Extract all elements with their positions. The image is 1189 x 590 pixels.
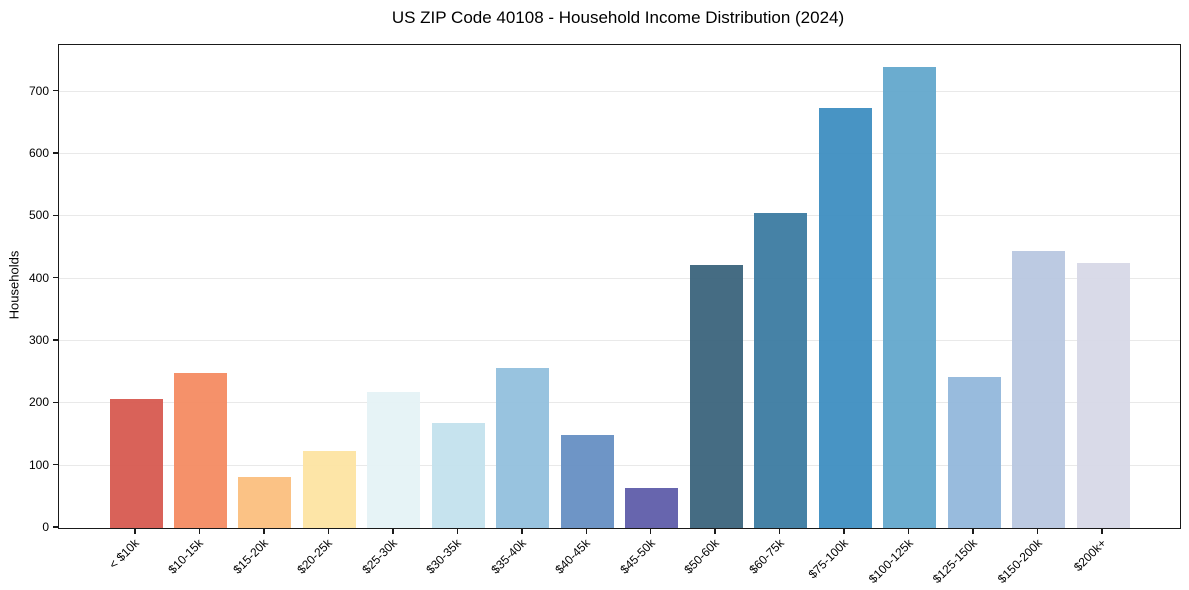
bar-$75-100k: [818, 107, 872, 528]
bar-$50-60k: [689, 265, 743, 528]
x-tick-mark-$200k+: [1101, 528, 1103, 534]
x-tick-mark-$45-50k: [649, 528, 652, 534]
bar-$200k+: [1076, 263, 1130, 528]
y-tick-mark-300: [53, 339, 58, 341]
x-tick-mark-$50-60k: [714, 528, 716, 534]
plot-area: [58, 44, 1181, 529]
y-tick-label-0: 0: [42, 520, 49, 534]
x-tick-mark-< $10k: [134, 528, 136, 534]
bar-$45-50k: [625, 488, 679, 528]
bar-$150-200k: [1012, 250, 1066, 528]
y-tick-mark-200: [53, 401, 58, 404]
x-tick-mark-$100-125k: [907, 528, 910, 534]
bar-< $10k: [109, 399, 163, 528]
x-tick-mark-$60-75k: [778, 528, 781, 534]
bar-$30-35k: [431, 423, 485, 528]
bar-$60-75k: [754, 213, 808, 528]
x-tick-mark-$40-45k: [585, 528, 588, 534]
gridline-300: [59, 340, 1180, 342]
y-tick-label-100: 100: [28, 457, 49, 472]
y-tick-mark-600: [53, 152, 58, 154]
y-axis-label: Households: [6, 250, 22, 320]
x-tick-mark-$10-15k: [198, 528, 201, 534]
x-tick-mark-$20-25k: [327, 528, 330, 534]
bar-$100-125k: [883, 66, 937, 528]
y-tick-label-600: 600: [28, 146, 49, 161]
x-tick-mark-$30-35k: [456, 528, 459, 534]
bar-$25-30k: [367, 391, 421, 528]
x-tick-label-< $10k: < $10k: [106, 536, 142, 572]
x-tick-mark-$35-40k: [521, 528, 523, 534]
y-tick-mark-100: [53, 463, 58, 466]
y-tick-label-400: 400: [28, 270, 49, 285]
bar-$10-15k: [173, 373, 227, 528]
x-tick-mark-$15-20k: [263, 528, 265, 534]
y-tick-label-500: 500: [28, 208, 49, 223]
gridline-200: [59, 402, 1180, 404]
x-tick-mark-$125-150k: [972, 528, 974, 534]
y-tick-mark-400: [53, 276, 58, 279]
x-tick-mark-$150-200k: [1036, 528, 1039, 534]
y-tick-mark-700: [53, 89, 58, 92]
bar-$15-20k: [238, 476, 292, 528]
gridline-700: [59, 90, 1180, 92]
gridline-600: [59, 153, 1180, 155]
y-tick-mark-500: [53, 214, 58, 217]
bar-$40-45k: [560, 434, 614, 528]
x-tick-mark-$75-100k: [843, 528, 845, 534]
bar-$35-40k: [496, 367, 550, 528]
y-tick-label-300: 300: [28, 333, 49, 348]
x-tick-mark-$25-30k: [392, 528, 394, 534]
bar-$20-25k: [302, 451, 356, 528]
gridline-500: [59, 215, 1180, 217]
bar-$125-150k: [947, 377, 1001, 528]
gridline-400: [59, 277, 1180, 279]
y-tick-label-700: 700: [28, 83, 49, 98]
gridline-100: [59, 464, 1180, 466]
chart-title: US ZIP Code 40108 - Household Income Dis…: [391, 8, 845, 27]
y-tick-mark-0: [53, 526, 58, 528]
y-tick-label-200: 200: [28, 395, 49, 410]
